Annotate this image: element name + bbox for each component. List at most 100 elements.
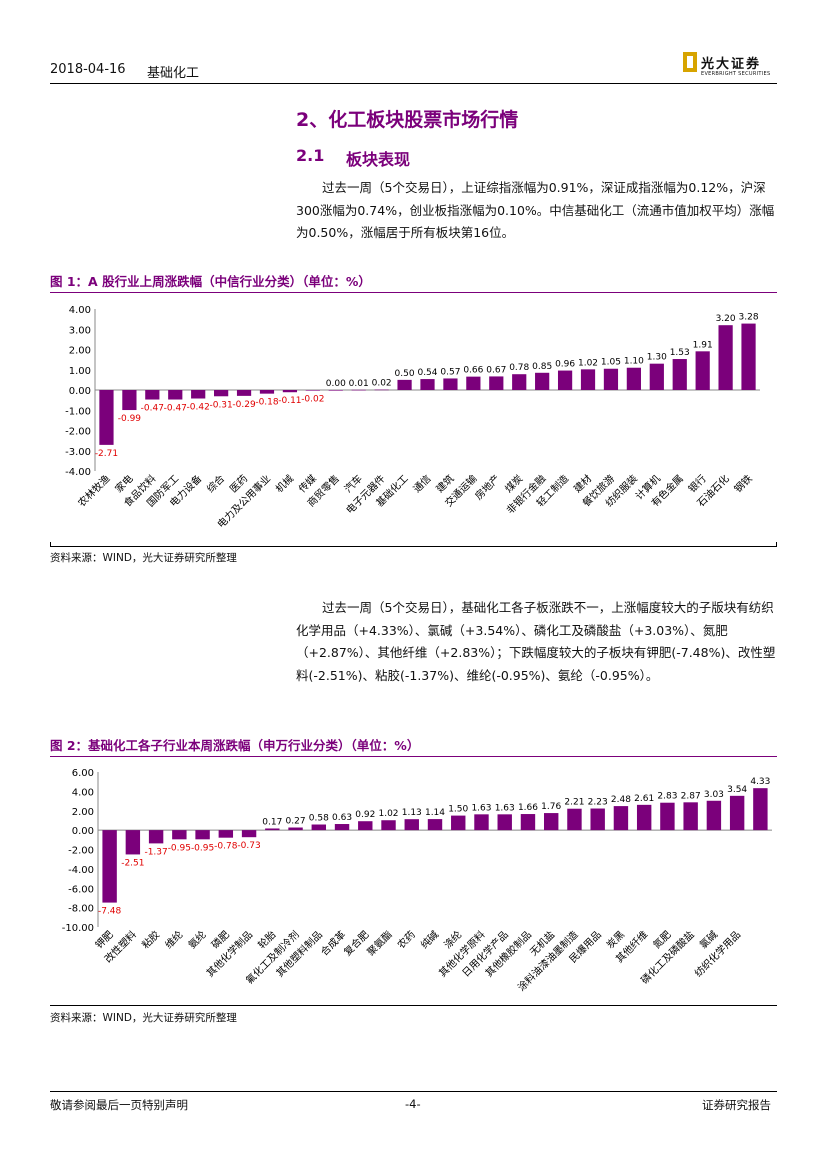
data-label: 1.53 <box>670 348 690 358</box>
logo-name-cn: 光大证券 <box>701 57 762 72</box>
page-number: -4- <box>405 1097 421 1111</box>
y-tick-label: 6.00 <box>72 768 94 779</box>
category-label: 通信 <box>411 473 434 496</box>
data-label: 3.28 <box>739 313 759 323</box>
data-label: 2.83 <box>657 792 677 802</box>
bar <box>741 323 756 390</box>
data-label: 0.85 <box>532 362 552 372</box>
figure-1-bottom-rule <box>50 546 777 547</box>
data-label: -2.51 <box>121 858 144 868</box>
y-tick-label: -2.00 <box>68 846 94 857</box>
bar <box>125 830 141 855</box>
data-label: 3.03 <box>704 790 724 800</box>
figure-2-bottom-rule <box>50 1005 777 1006</box>
data-label: 0.02 <box>372 379 392 389</box>
bar <box>660 802 675 831</box>
bar <box>420 379 435 390</box>
data-label: 2.23 <box>588 798 608 808</box>
data-label: 1.10 <box>624 357 644 367</box>
data-label: -0.18 <box>255 398 279 408</box>
bar <box>497 814 512 831</box>
bar <box>567 808 582 831</box>
bar <box>397 379 412 390</box>
data-label: 0.17 <box>262 817 282 827</box>
header-sector: 基础化工 <box>147 66 200 81</box>
data-label: -0.47 <box>164 404 187 414</box>
bar <box>236 390 252 396</box>
category-label: 复合肥 <box>341 928 371 958</box>
figure-2-chart: 6.00 4.00 2.00 0.00 -2.00 -4.00 -6.00 -8.00 -10.… <box>62 768 772 994</box>
data-label: -0.95 <box>191 843 214 853</box>
y-tick-label: 0.00 <box>72 826 94 837</box>
category-label: 房地产 <box>472 472 502 502</box>
data-label: 1.02 <box>378 809 398 819</box>
logo-mark-icon <box>683 52 697 72</box>
y-tick-label: 4.00 <box>72 787 94 798</box>
y-tick-label: 2.00 <box>72 807 94 818</box>
data-label: 0.00 <box>326 379 346 389</box>
data-label: -0.31 <box>209 400 232 410</box>
category-label: 农药 <box>395 928 418 951</box>
data-label: 3.20 <box>716 314 736 324</box>
y-tick-label: 4.00 <box>69 305 91 316</box>
bar <box>195 830 210 840</box>
bar <box>191 390 206 399</box>
data-label: 0.66 <box>463 366 483 376</box>
figure-1-chart: 4.00 3.00 2.00 1.00 0.00 -1.00 -2.00 -3.00 -4.00… <box>65 305 760 531</box>
figure-2-title: 图 2：基础化工各子行业本周涨跌幅（申万行业分类）（单位：%） <box>50 738 420 753</box>
data-label: 0.63 <box>332 813 352 823</box>
bar <box>168 390 183 400</box>
bar <box>305 390 320 391</box>
bar <box>214 390 229 397</box>
data-label: 1.66 <box>518 803 538 813</box>
bar <box>259 390 275 394</box>
category-label: 钢铁 <box>731 472 754 495</box>
bar <box>99 390 114 445</box>
bar <box>580 369 596 390</box>
bar <box>466 376 481 390</box>
data-label: 2.87 <box>681 791 701 801</box>
footer-divider <box>50 1091 777 1092</box>
data-label: 0.54 <box>417 368 437 378</box>
logo-name-en: EVERBRIGHT SECURITIES <box>701 71 771 77</box>
data-label: -2.71 <box>95 449 118 459</box>
y-tick-label: -4.00 <box>65 467 91 478</box>
bar <box>557 370 573 390</box>
y-tick-label: -8.00 <box>68 904 94 915</box>
subsection-title: 板块表现 <box>346 150 411 169</box>
bar <box>512 374 527 390</box>
data-label: 4.33 <box>750 777 770 787</box>
bar <box>102 830 117 903</box>
y-tick-label: 3.00 <box>69 325 91 336</box>
data-label: -0.47 <box>141 404 164 414</box>
subsection-number: 2.1 <box>296 146 325 165</box>
bar <box>122 390 137 411</box>
y-tick-label: -4.00 <box>68 865 94 876</box>
bar <box>683 802 698 831</box>
data-label: 0.01 <box>349 379 369 389</box>
data-label: 0.67 <box>486 365 506 375</box>
bar <box>520 814 536 831</box>
data-label: -0.78 <box>214 842 238 852</box>
y-tick-label: 1.00 <box>69 366 91 377</box>
category-label: 粘胶 <box>139 928 162 951</box>
data-label: -7.48 <box>98 907 122 917</box>
data-label: 1.05 <box>601 358 621 368</box>
figure-2-top-rule <box>50 756 777 757</box>
figure-1-top-rule <box>50 292 777 293</box>
data-label: 3.54 <box>727 785 747 795</box>
bar <box>590 808 605 831</box>
header-divider <box>50 83 777 84</box>
bar <box>427 819 443 831</box>
data-label: 0.27 <box>286 817 306 827</box>
category-label: 聚氨酯 <box>364 928 394 958</box>
data-label: 1.13 <box>402 808 422 818</box>
data-label: 2.48 <box>611 795 631 805</box>
y-tick-label: 0.00 <box>69 386 91 397</box>
bar <box>544 813 559 831</box>
category-label: 纯碱 <box>418 928 441 951</box>
category-label: 机械 <box>273 472 296 495</box>
bar <box>603 368 619 390</box>
data-label: 1.50 <box>448 805 468 815</box>
bar <box>451 815 466 831</box>
